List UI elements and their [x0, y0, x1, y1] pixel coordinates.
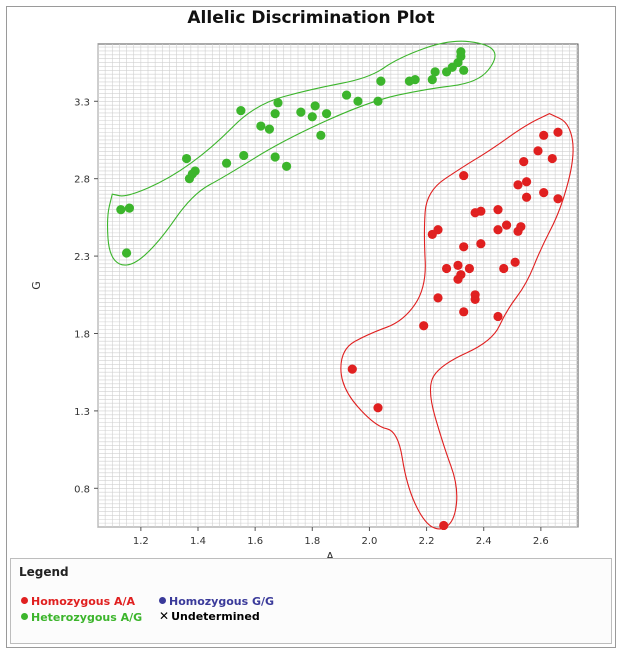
data-point: [510, 257, 520, 267]
data-point: [430, 67, 440, 77]
x-tick-label: 2.2: [419, 536, 435, 547]
data-point: [493, 205, 503, 215]
data-point: [236, 105, 246, 116]
y-tick-label: 3.3: [74, 97, 90, 108]
data-point: [373, 96, 383, 106]
data-point: [433, 225, 443, 235]
data-point: [519, 157, 529, 167]
x-tick-label: 2.0: [361, 536, 377, 547]
legend-dot-icon: [21, 613, 28, 620]
legend-label: Homozygous G/G: [169, 595, 275, 608]
data-point: [181, 153, 192, 164]
data-point: [499, 263, 509, 274]
data-point: [493, 311, 503, 322]
data-point: [539, 130, 549, 140]
data-point: [221, 158, 232, 168]
y-tick-label: 0.8: [74, 484, 90, 495]
data-point: [270, 109, 280, 119]
data-point: [373, 403, 383, 413]
y-tick-label: 2.3: [74, 252, 90, 263]
data-point: [410, 75, 420, 85]
data-point: [459, 242, 469, 252]
data-point: [459, 307, 469, 317]
x-tick-label: 2.4: [476, 536, 492, 547]
data-point: [427, 75, 437, 85]
data-point: [456, 47, 466, 57]
data-point: [321, 109, 332, 119]
data-point: [270, 152, 280, 162]
legend-dot-icon: [21, 597, 28, 604]
cluster-outline: [106, 40, 496, 266]
data-point: [239, 150, 249, 161]
data-point: [281, 161, 292, 171]
legend-item-heterozygous-ag: Heterozygous A/G: [21, 611, 142, 624]
data-point: [353, 96, 363, 106]
data-point: [419, 321, 429, 331]
data-point: [296, 107, 306, 117]
x-tick-label: 1.4: [190, 536, 206, 547]
data-point: [476, 239, 486, 249]
y-tick-label: 2.8: [74, 175, 90, 186]
data-point: [376, 76, 386, 86]
data-point: [273, 98, 283, 108]
x-tick-label: 2.6: [533, 536, 549, 547]
chart-title: Allelic Discrimination Plot: [187, 8, 435, 28]
data-point: [307, 112, 317, 122]
plot-area: [97, 43, 579, 528]
legend-label: Heterozygous A/G: [31, 611, 143, 624]
data-point: [456, 270, 466, 280]
legend-label: Homozygous A/A: [31, 595, 136, 608]
legend-item-homozygous-aa: Homozygous A/A: [21, 595, 135, 608]
x-tick-label: 1.6: [247, 536, 263, 547]
data-point: [453, 260, 463, 270]
data-point: [441, 263, 452, 274]
y-axis-label: G: [30, 281, 43, 290]
data-point: [501, 220, 512, 230]
data-point: [470, 290, 480, 300]
data-point: [553, 127, 563, 137]
data-point: [190, 166, 200, 176]
data-point: [553, 194, 563, 204]
data-point: [347, 364, 357, 374]
legend: Legend Homozygous A/A Homozygous G/G Het…: [10, 558, 612, 644]
cluster-outline: [340, 113, 574, 530]
data-point: [310, 101, 320, 111]
data-point: [493, 225, 503, 235]
x-tick-label: 1.2: [133, 536, 149, 547]
legend-item-undetermined: ✕ Undetermined: [159, 609, 260, 623]
data-point: [539, 188, 549, 198]
data-point: [316, 130, 326, 140]
data-point: [439, 520, 449, 531]
data-point: [521, 177, 532, 187]
data-point: [124, 203, 135, 213]
data-point: [264, 124, 275, 134]
scatter-plot: 1.2 1.4 1.6 1.8 2.0 2.2 2.4 2.6 3.3 2.8 2.3 1.8 1.3 0…: [30, 40, 579, 560]
data-point: [521, 192, 532, 202]
data-point: [547, 153, 557, 164]
data-point: [459, 65, 469, 75]
data-point: [533, 146, 543, 156]
data-point: [459, 170, 469, 181]
legend-title: Legend: [19, 565, 69, 579]
data-point: [476, 206, 486, 216]
data-point: [513, 180, 523, 190]
legend-item-homozygous-gg: Homozygous G/G: [159, 595, 274, 608]
x-axis-label: A: [326, 550, 334, 560]
y-tick-label: 1.8: [74, 329, 90, 340]
data-point: [256, 121, 266, 131]
legend-dot-icon: [159, 597, 166, 604]
data-point: [516, 222, 526, 232]
x-tick-label: 1.8: [304, 536, 320, 547]
data-point: [433, 293, 443, 303]
data-point: [341, 90, 352, 100]
data-point: [116, 205, 126, 215]
data-point: [464, 263, 475, 274]
legend-label: Undetermined: [171, 610, 260, 623]
undetermined-x-icon: ✕: [159, 609, 170, 623]
y-tick-label: 1.3: [74, 407, 90, 418]
data-point: [121, 248, 132, 258]
